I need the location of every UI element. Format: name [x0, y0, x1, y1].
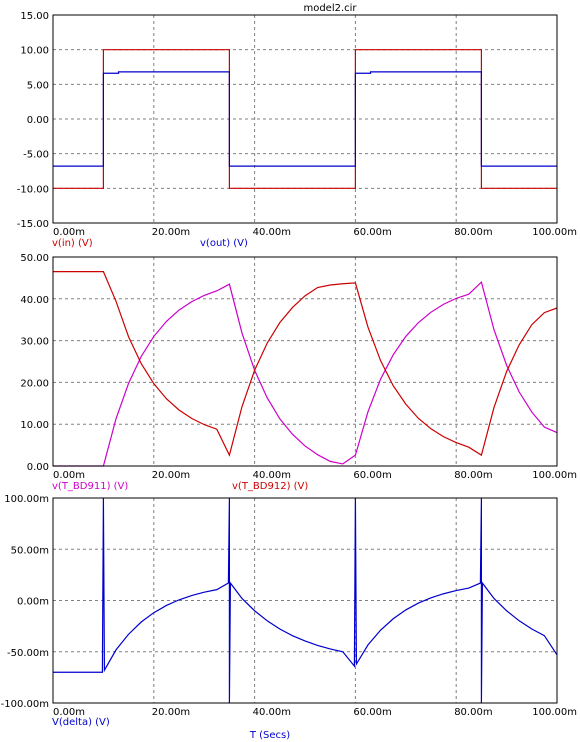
y-tick-label: 100.00m — [4, 494, 49, 505]
x-tick-label: 80.00m — [454, 227, 492, 238]
x-tick-label: 80.00m — [454, 470, 492, 481]
legend-label: v(T_BD911) (V) — [52, 481, 128, 492]
y-tick-label: -15.00 — [17, 219, 49, 230]
plot-panel-3: 100.00m 50.00m 0.00m -50.00m -100.00m 0.00m 20… — [1, 494, 577, 741]
plot-frame — [52, 256, 558, 467]
y-tick-label: -10.00 — [17, 184, 49, 195]
x-tick-label: 0.00m — [53, 470, 85, 481]
x-tick-label: 100.00m — [532, 707, 577, 718]
series-line-2-1 — [53, 280, 558, 467]
y-tick-label: 10.00 — [20, 420, 49, 431]
legend-label: V(delta) (V) — [52, 717, 110, 728]
x-tick-label: 80.00m — [454, 707, 492, 718]
x-tick-label: 100.00m — [532, 470, 577, 481]
x-tick-label: 0.00m — [53, 227, 85, 238]
y-tick-label: 50.00m — [11, 545, 49, 556]
series-line-1-2 — [53, 71, 557, 167]
x-tick-label: 60.00m — [353, 707, 391, 718]
plot-panel-2: 50.00 40.00 30.00 20.00 10.00 0.00 0.00m 20.00m… — [20, 253, 577, 492]
x-tick-label: 60.00m — [353, 227, 391, 238]
y-tick-label: -50.00m — [7, 648, 49, 659]
x-tick-label: 40.00m — [253, 227, 291, 238]
legend-label: v(T_BD912) (V) — [232, 481, 308, 492]
x-tick-label: 20.00m — [152, 707, 190, 718]
y-tick-label: 5.00 — [27, 80, 49, 91]
x-axis-label: T (Secs) — [249, 730, 290, 741]
y-tick-label: 0.00 — [27, 115, 49, 126]
x-tick-label: 20.00m — [152, 470, 190, 481]
plot-frame — [52, 14, 558, 224]
y-tick-label: 20.00 — [20, 378, 49, 389]
series-line-2-2 — [53, 271, 558, 457]
y-tick-label: 40.00 — [20, 295, 49, 306]
y-tick-label: 0.00m — [17, 597, 49, 608]
x-tick-label: 40.00m — [253, 707, 291, 718]
legend-label: v(out) (V) — [200, 238, 248, 249]
y-tick-label: 10.00 — [20, 46, 49, 57]
y-tick-label: 0.00 — [27, 462, 49, 473]
plot-panel-1: 15.00 10.00 5.00 0.00 -5.00 -10.00 -15.00 0.00m… — [17, 3, 577, 249]
y-tick-label: -5.00 — [23, 150, 49, 161]
x-tick-label: 100.00m — [532, 227, 577, 238]
y-tick-label: -100.00m — [1, 699, 49, 710]
legend-label: v(in) (V) — [52, 238, 93, 249]
x-tick-label: 20.00m — [152, 227, 190, 238]
chart-title: model2.cir — [303, 3, 357, 14]
x-tick-label: 0.00m — [53, 707, 85, 718]
x-tick-label: 60.00m — [353, 470, 391, 481]
y-tick-label: 30.00 — [20, 337, 49, 348]
y-tick-label: 50.00 — [20, 253, 49, 264]
x-tick-label: 40.00m — [253, 470, 291, 481]
series-line-3-1 — [53, 497, 558, 704]
plot-frame — [52, 497, 558, 704]
y-tick-label: 15.00 — [20, 11, 49, 22]
